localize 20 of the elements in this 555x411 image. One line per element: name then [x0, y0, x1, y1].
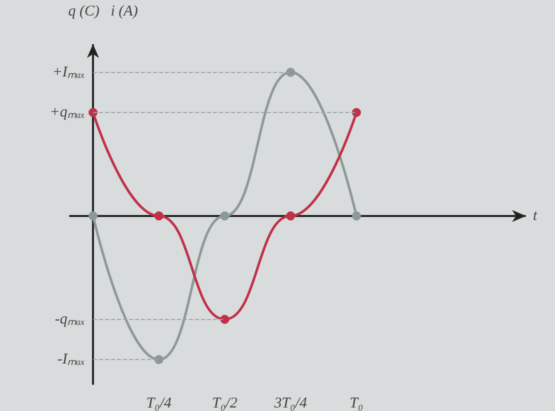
point	[286, 211, 296, 220]
point	[352, 211, 361, 220]
x-tick-label: T₀/2	[212, 396, 238, 411]
point	[220, 211, 230, 220]
point	[352, 108, 361, 118]
point	[88, 108, 98, 118]
point	[154, 355, 164, 364]
ref-line-label: +qₘₐₓ	[50, 104, 86, 121]
x-tick-label: T₀/4	[146, 396, 172, 411]
x-tick-label: 3T₀/4	[273, 396, 308, 411]
point	[154, 211, 164, 220]
point	[220, 314, 230, 324]
point	[286, 68, 296, 77]
ref-line-label: -Iₘₐₓ	[57, 352, 86, 368]
y-axis-title: q (C) i (A)	[68, 4, 138, 20]
ref-line-label: -qₘₐₓ	[54, 311, 86, 328]
text: t	[533, 208, 538, 224]
point	[88, 211, 98, 220]
ref-line-label: +Iₘₐₓ	[52, 64, 86, 80]
x-tick-label: T₀	[350, 396, 364, 411]
